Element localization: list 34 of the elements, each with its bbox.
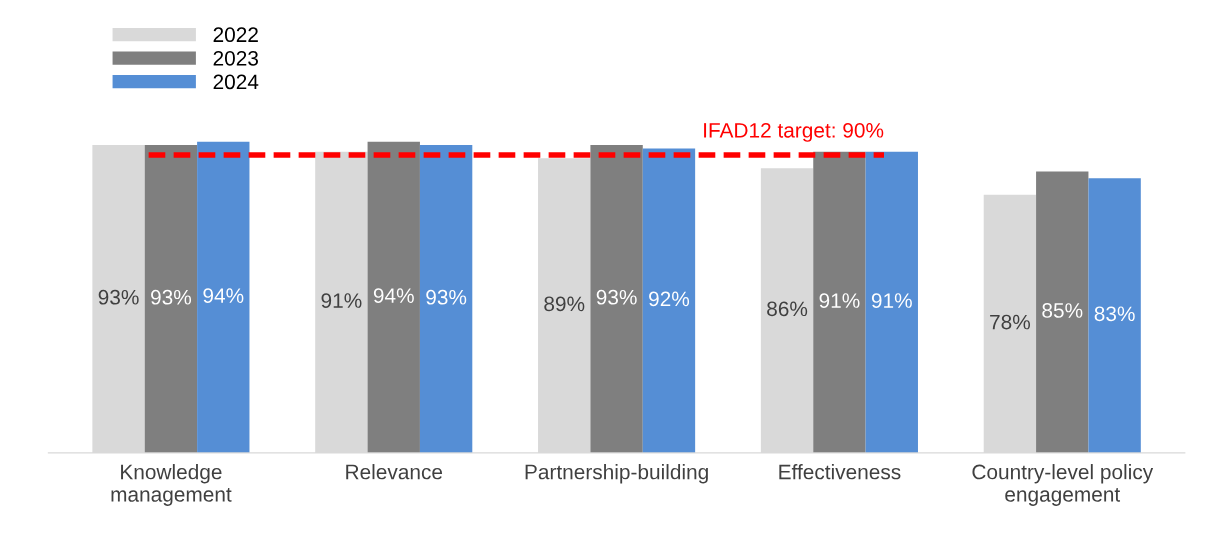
ref-line-label: IFAD12 target: 90% bbox=[704, 122, 884, 142]
bar bbox=[144, 145, 198, 453]
data-label: 91% bbox=[819, 293, 860, 308]
x-tick-label: Partnership-building bbox=[525, 464, 708, 484]
bar bbox=[590, 145, 643, 453]
data-label: 94% bbox=[203, 288, 244, 303]
data-label: 92% bbox=[649, 291, 690, 307]
data-label: 85% bbox=[1042, 303, 1083, 318]
data-label: 86% bbox=[767, 301, 808, 317]
x-tick-label: Country-level policy engagement bbox=[972, 464, 1154, 506]
data-label: 83% bbox=[1094, 306, 1135, 322]
data-label: 78% bbox=[990, 314, 1030, 330]
data-label: 89% bbox=[544, 296, 585, 312]
bar bbox=[419, 145, 473, 453]
bar bbox=[1036, 171, 1089, 453]
x-tick-label: Relevance bbox=[346, 464, 443, 480]
bar bbox=[813, 151, 866, 453]
bar bbox=[197, 141, 250, 453]
bar bbox=[642, 148, 696, 453]
data-label: 93% bbox=[426, 289, 467, 305]
bar bbox=[1088, 178, 1141, 453]
x-tick-label: Knowledge management bbox=[111, 464, 232, 506]
bar bbox=[865, 151, 918, 453]
x-tick-label: Effectiveness bbox=[779, 464, 901, 480]
legend-label: 2024 bbox=[213, 74, 259, 90]
data-label: 93% bbox=[98, 289, 139, 305]
data-label: 91% bbox=[871, 293, 912, 308]
data-label: 93% bbox=[596, 289, 637, 305]
legend-label: 2022 bbox=[213, 27, 258, 43]
bar bbox=[367, 141, 420, 453]
data-label: 94% bbox=[373, 288, 414, 303]
data-label: 91% bbox=[321, 293, 362, 308]
legend-label: 2023 bbox=[213, 50, 258, 66]
data-label: 93% bbox=[151, 289, 192, 305]
